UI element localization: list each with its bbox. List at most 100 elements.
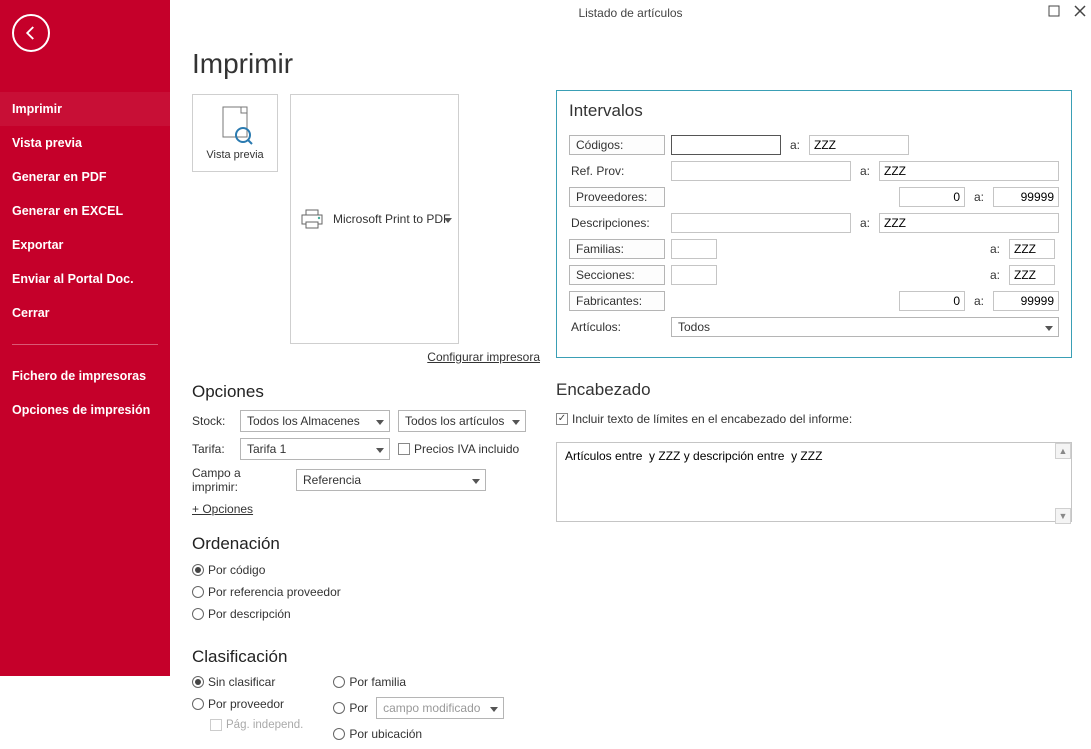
encabezado-section: Encabezado Incluir texto de límites en e… bbox=[556, 380, 1072, 525]
descripciones-label: Descripciones: bbox=[569, 216, 665, 230]
page-title: Imprimir bbox=[192, 48, 1069, 80]
descripciones-to-input[interactable] bbox=[879, 213, 1059, 233]
a-label: a: bbox=[987, 242, 1003, 256]
clas-por-campo[interactable]: Por campo modificado bbox=[333, 697, 504, 719]
precios-iva-checkbox[interactable]: Precios IVA incluido bbox=[398, 442, 519, 456]
refprov-label: Ref. Prov: bbox=[569, 164, 665, 178]
intervalos-box: Intervalos Códigos: a: Ref. Prov: a: Pro… bbox=[556, 90, 1072, 358]
fabricantes-button[interactable]: Fabricantes: bbox=[569, 291, 665, 311]
encabezado-textarea[interactable] bbox=[556, 442, 1072, 522]
chevron-down-icon bbox=[509, 414, 523, 428]
secciones-to-input[interactable] bbox=[1009, 265, 1055, 285]
codigos-button[interactable]: Códigos: bbox=[569, 135, 665, 155]
proveedores-row: Proveedores: a: bbox=[569, 187, 1059, 207]
familias-to-input[interactable] bbox=[1009, 239, 1055, 259]
arrow-left-icon bbox=[22, 24, 40, 42]
secciones-row: Secciones: a: bbox=[569, 265, 1059, 285]
a-label: a: bbox=[857, 216, 873, 230]
right-panel: Intervalos Códigos: a: Ref. Prov: a: Pro… bbox=[556, 90, 1072, 525]
incluir-limites-label: Incluir texto de límites en el encabezad… bbox=[572, 412, 852, 426]
scroll-down-icon[interactable]: ▼ bbox=[1055, 508, 1071, 524]
sidebar-separator bbox=[12, 344, 158, 345]
secciones-button[interactable]: Secciones: bbox=[569, 265, 665, 285]
a-label: a: bbox=[857, 164, 873, 178]
sidebar-item-opciones-impresion[interactable]: Opciones de impresión bbox=[0, 393, 170, 427]
pag-independ-checkbox: Pág. independ. bbox=[210, 719, 303, 731]
encabezado-textarea-wrap: ▲ ▼ bbox=[556, 442, 1072, 525]
chevron-down-icon bbox=[373, 414, 387, 428]
ordenacion-heading: Ordenación bbox=[192, 534, 1069, 554]
vista-previa-button[interactable]: Vista previa bbox=[192, 94, 278, 172]
printer-name: Microsoft Print to PDF bbox=[333, 212, 450, 226]
a-label: a: bbox=[987, 268, 1003, 282]
fabricantes-to-input[interactable] bbox=[993, 291, 1059, 311]
ordenacion-group: Por código Por referencia proveedor Por … bbox=[192, 562, 1069, 629]
proveedores-from-input[interactable] bbox=[899, 187, 965, 207]
encabezado-heading: Encabezado bbox=[556, 380, 1072, 400]
precios-iva-label: Precios IVA incluido bbox=[414, 442, 519, 456]
printer-icon bbox=[299, 208, 325, 230]
familias-button[interactable]: Familias: bbox=[569, 239, 665, 259]
printer-select[interactable]: Microsoft Print to PDF bbox=[290, 94, 459, 344]
refprov-from-input[interactable] bbox=[671, 161, 851, 181]
clas-por-ubicacion[interactable]: Por ubicación bbox=[333, 727, 504, 741]
orden-por-descripcion[interactable]: Por descripción bbox=[192, 607, 291, 621]
clasificacion-group: Sin clasificar Por proveedor Pág. indepe… bbox=[192, 675, 1069, 749]
articulos-select[interactable]: Todos bbox=[671, 317, 1059, 337]
orden-por-referencia[interactable]: Por referencia proveedor bbox=[192, 585, 341, 599]
clas-campo-select[interactable]: campo modificado bbox=[376, 697, 504, 719]
stock-label: Stock: bbox=[192, 414, 232, 428]
descripciones-from-input[interactable] bbox=[671, 213, 851, 233]
tarifa-label: Tarifa: bbox=[192, 442, 232, 456]
descripciones-row: Descripciones: a: bbox=[569, 213, 1059, 233]
incluir-limites-checkbox[interactable]: Incluir texto de límites en el encabezad… bbox=[556, 412, 852, 426]
chevron-down-icon bbox=[373, 442, 387, 456]
sidebar-item-fichero-impresoras[interactable]: Fichero de impresoras bbox=[0, 359, 170, 393]
scroll-up-icon[interactable]: ▲ bbox=[1055, 443, 1071, 459]
tarifa-select[interactable]: Tarifa 1 bbox=[240, 438, 390, 460]
textarea-scrollbar[interactable]: ▲ ▼ bbox=[1055, 443, 1071, 524]
intervalos-heading: Intervalos bbox=[569, 101, 1059, 121]
a-label: a: bbox=[787, 138, 803, 152]
back-button[interactable] bbox=[12, 14, 50, 52]
familias-from-input[interactable] bbox=[671, 239, 717, 259]
chevron-down-icon bbox=[469, 473, 483, 487]
sidebar: Imprimir Vista previa Generar en PDF Gen… bbox=[0, 0, 170, 676]
sidebar-item-enviar-portal[interactable]: Enviar al Portal Doc. bbox=[0, 262, 170, 296]
chevron-down-icon bbox=[444, 212, 452, 226]
secciones-from-input[interactable] bbox=[671, 265, 717, 285]
refprov-row: Ref. Prov: a: bbox=[569, 161, 1059, 181]
clas-por-familia[interactable]: Por familia bbox=[333, 675, 504, 689]
page-preview-icon bbox=[217, 105, 253, 145]
clas-por-proveedor[interactable]: Por proveedor bbox=[192, 697, 285, 711]
stock-almacen-select[interactable]: Todos los Almacenes bbox=[240, 410, 390, 432]
sidebar-item-generar-excel[interactable]: Generar en EXCEL bbox=[0, 194, 170, 228]
vista-previa-label: Vista previa bbox=[206, 149, 263, 161]
fabricantes-from-input[interactable] bbox=[899, 291, 965, 311]
campo-imprimir-select[interactable]: Referencia bbox=[296, 469, 486, 491]
sidebar-item-generar-pdf[interactable]: Generar en PDF bbox=[0, 160, 170, 194]
configurar-impresora-link[interactable]: Configurar impresora bbox=[290, 350, 540, 364]
a-label: a: bbox=[971, 190, 987, 204]
fabricantes-row: Fabricantes: a: bbox=[569, 291, 1059, 311]
sidebar-item-imprimir[interactable]: Imprimir bbox=[0, 92, 170, 126]
clas-sin-clasificar[interactable]: Sin clasificar bbox=[192, 675, 285, 689]
chevron-down-icon bbox=[487, 701, 501, 715]
sidebar-item-vista-previa[interactable]: Vista previa bbox=[0, 126, 170, 160]
familias-row: Familias: a: bbox=[569, 239, 1059, 259]
proveedores-to-input[interactable] bbox=[993, 187, 1059, 207]
codigos-from-input[interactable] bbox=[671, 135, 781, 155]
sidebar-item-exportar[interactable]: Exportar bbox=[0, 228, 170, 262]
codigos-to-input[interactable] bbox=[809, 135, 909, 155]
codigos-row: Códigos: a: bbox=[569, 135, 1059, 155]
mas-opciones-link[interactable]: + Opciones bbox=[192, 502, 253, 516]
proveedores-button[interactable]: Proveedores: bbox=[569, 187, 665, 207]
a-label: a: bbox=[971, 294, 987, 308]
articulos-label: Artículos: bbox=[569, 320, 665, 334]
sidebar-item-cerrar[interactable]: Cerrar bbox=[0, 296, 170, 330]
refprov-to-input[interactable] bbox=[879, 161, 1059, 181]
chevron-down-icon bbox=[1042, 320, 1056, 334]
orden-por-codigo[interactable]: Por código bbox=[192, 563, 265, 577]
stock-articulos-select[interactable]: Todos los artículos bbox=[398, 410, 526, 432]
articulos-row: Artículos: Todos bbox=[569, 317, 1059, 337]
